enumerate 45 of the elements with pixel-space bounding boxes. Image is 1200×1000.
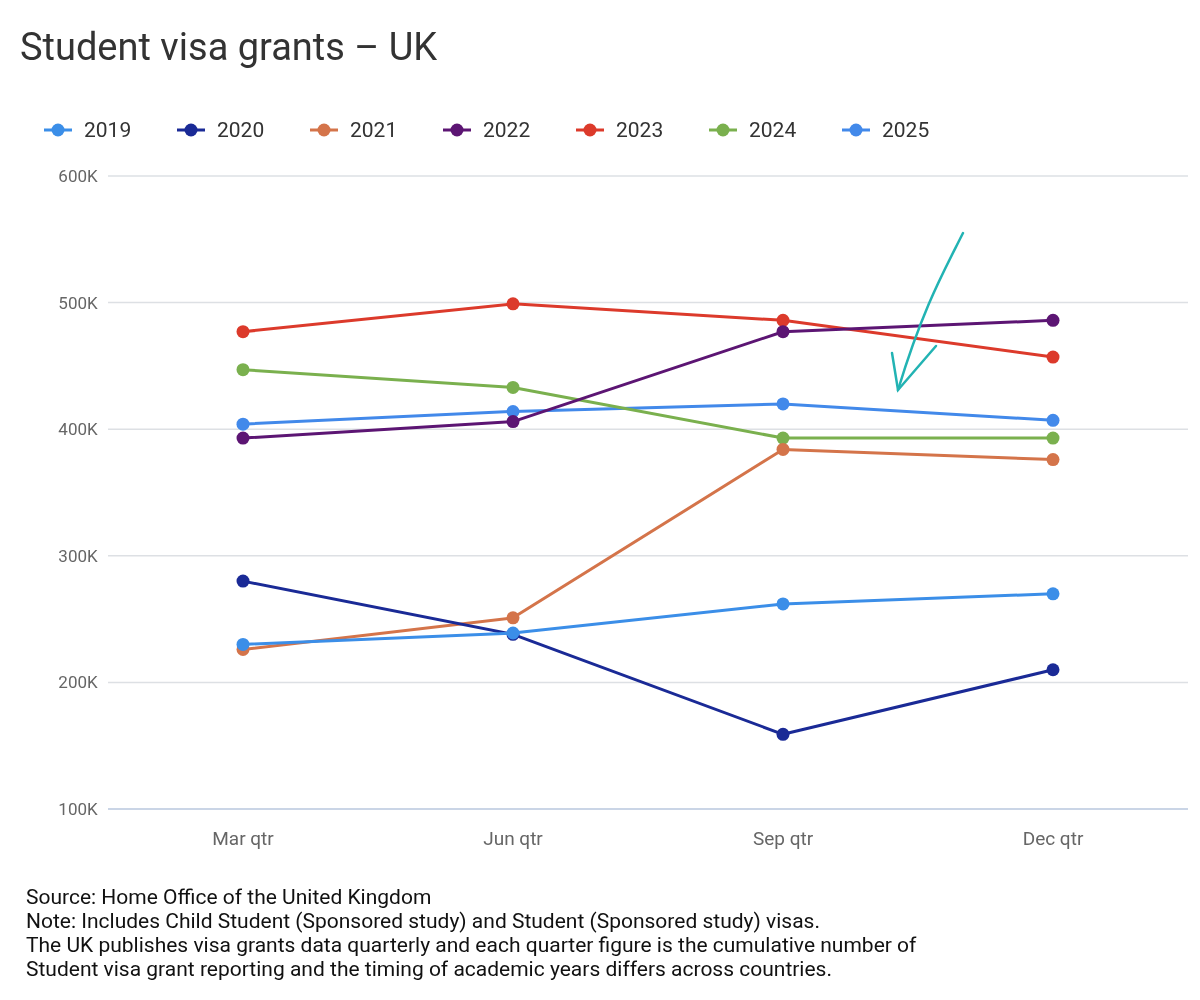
point: [1046, 350, 1060, 364]
y-tick-label: 200K: [58, 672, 98, 693]
point: [236, 574, 250, 588]
point: [1046, 313, 1060, 327]
legend-label: 2020: [217, 118, 265, 142]
point: [1046, 431, 1060, 445]
legend-label: 2023: [616, 118, 664, 142]
point: [236, 637, 250, 651]
x-tick-label: Sep qtr: [752, 827, 814, 850]
point: [506, 415, 520, 429]
point: [236, 363, 250, 377]
y-tick-label: 500K: [58, 292, 98, 313]
x-tick-label: Dec qtr: [1022, 827, 1084, 850]
y-tick-label: 100K: [58, 799, 98, 819]
point: [776, 597, 790, 611]
point: [506, 611, 520, 625]
point: [1046, 663, 1060, 677]
x-tick-label: Mar qtr: [212, 827, 275, 850]
legend-label: 2025: [882, 118, 930, 142]
text: The UK publishes visa grants data quarterly and each quarter figure is the cumulative number of: [26, 933, 918, 957]
text: Note: Includes Child Student (Sponsored study) and Student (Sponsored study) visas.: [26, 909, 820, 933]
point: [776, 442, 790, 456]
chart-title: Student visa grants – UK: [20, 25, 438, 69]
legend-label: 2019: [84, 118, 132, 142]
y-tick-label: 400K: [58, 419, 98, 440]
point: [506, 380, 520, 394]
point: [236, 431, 250, 445]
legend-label: 2022: [483, 118, 531, 142]
point: [506, 297, 520, 311]
point: [1046, 453, 1060, 467]
point: [776, 325, 790, 339]
point: [776, 397, 790, 411]
legend-label: 2021: [350, 118, 398, 142]
point: [1046, 413, 1060, 427]
legend-label: 2024: [749, 118, 797, 142]
y-tick-label: 300K: [58, 545, 98, 566]
text: Student visa grant reporting and the timing of academic years differs across countries.: [26, 957, 832, 981]
point: [1046, 587, 1060, 601]
x-tick-label: Jun qtr: [483, 827, 544, 850]
point: [236, 325, 250, 339]
point: [236, 417, 250, 431]
point: [776, 727, 790, 741]
y-tick-label: 600K: [58, 166, 98, 186]
source-note: Source: Home Office of the United Kingdom: [26, 885, 432, 909]
point: [776, 313, 790, 327]
